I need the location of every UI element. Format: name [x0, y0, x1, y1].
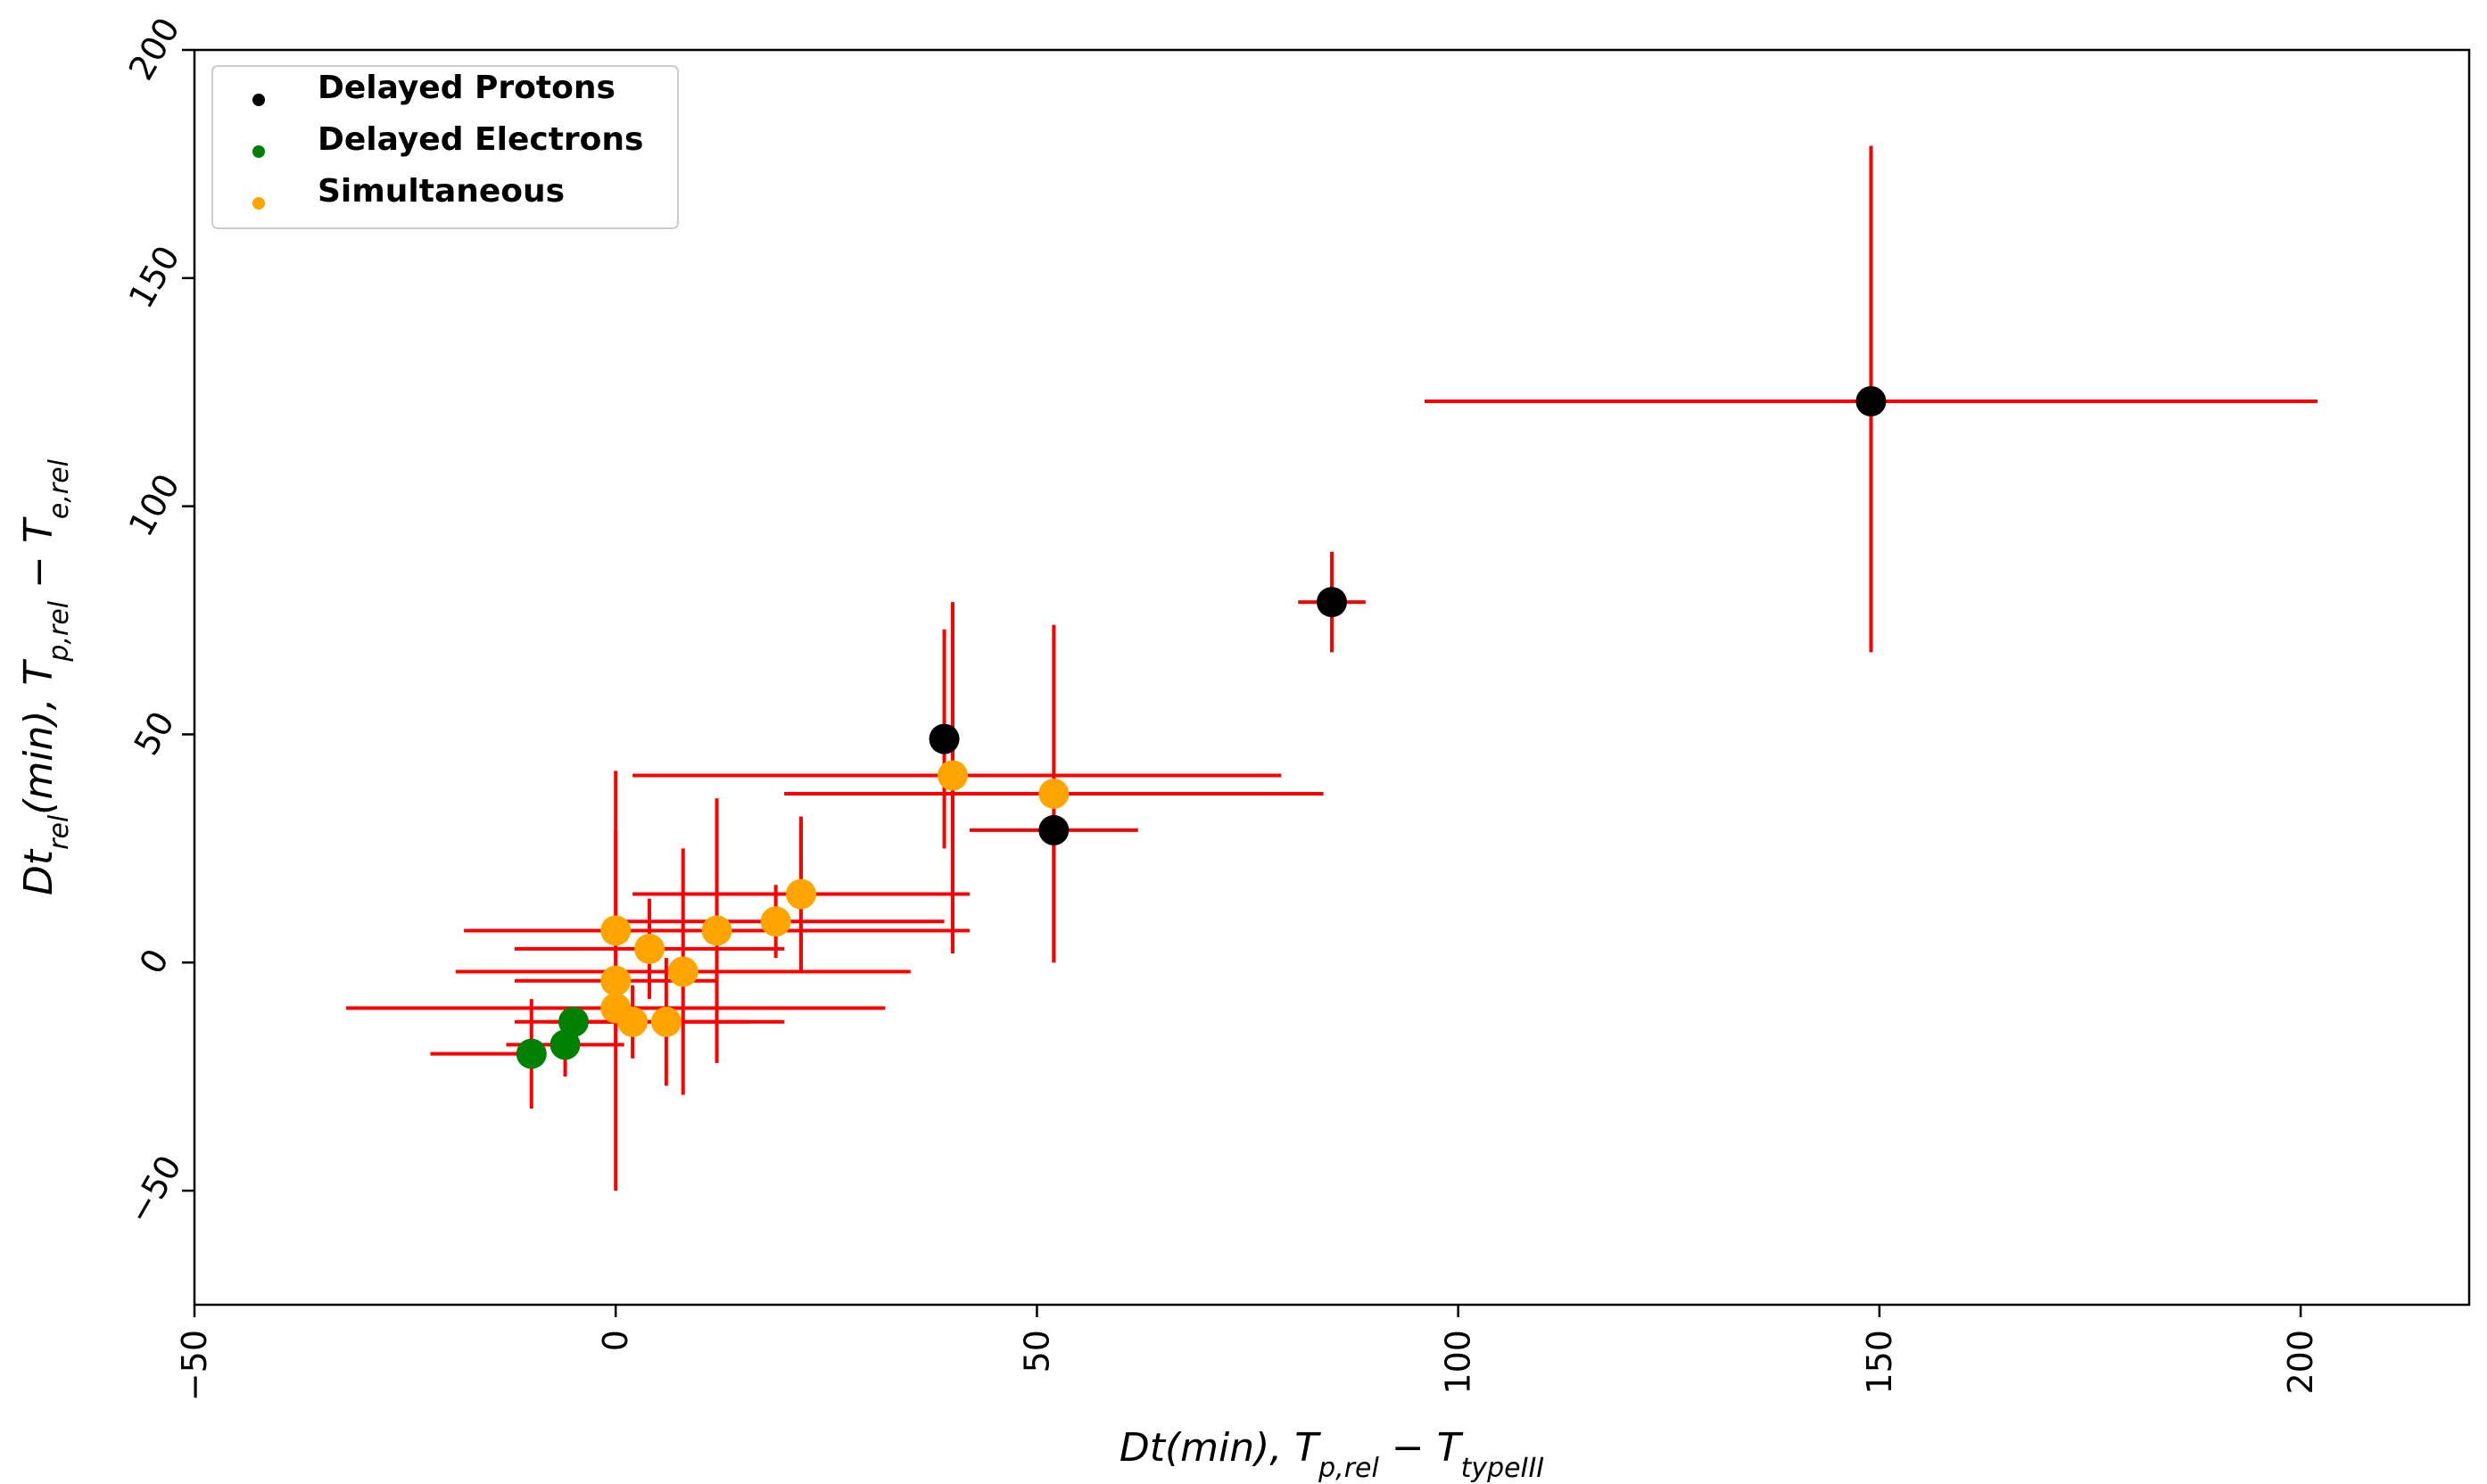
- x-tick-label: 200: [2281, 1330, 2320, 1395]
- data-point: [1038, 778, 1070, 809]
- data-point: [617, 1006, 649, 1037]
- data-point: [516, 1038, 547, 1069]
- x-tick-label: 50: [1017, 1330, 1056, 1373]
- legend-marker: [252, 197, 265, 210]
- x-tick-label: −50: [175, 1330, 214, 1401]
- legend-entry: Simultaneous: [318, 173, 565, 210]
- data-point: [938, 760, 968, 791]
- data-point: [929, 723, 960, 754]
- data-point: [600, 965, 632, 996]
- y-axis-label: Dtrel(min), Tp,rel − Te,rel: [16, 458, 75, 895]
- x-axis-ticks: −50 0 50 100 150 200: [175, 1305, 2320, 1401]
- data-point: [1317, 587, 1347, 618]
- data-point: [667, 956, 698, 987]
- x-tick-label: 100: [1439, 1330, 1478, 1395]
- data-point: [760, 906, 791, 937]
- data-point: [786, 878, 816, 910]
- legend-marker: [252, 145, 265, 158]
- data-point: [634, 933, 665, 964]
- legend-entry: Delayed Electrons: [318, 121, 643, 158]
- x-tick-label: 150: [1860, 1330, 1899, 1395]
- data-points: [516, 385, 1887, 1069]
- x-tick-label: 0: [596, 1330, 635, 1351]
- legend: Delayed Protons Delayed Electrons Simultan…: [211, 65, 679, 229]
- legend-marker: [252, 94, 265, 106]
- plot-frame: [193, 48, 2471, 1307]
- data-point: [650, 1006, 682, 1037]
- data-point: [600, 915, 632, 946]
- legend-frame: [211, 65, 679, 229]
- data-point: [701, 915, 732, 946]
- x-axis-label: Dt(min), Tp,rel − TtypeIII: [1120, 1425, 1544, 1484]
- data-point: [1038, 814, 1070, 845]
- data-point: [558, 1006, 589, 1037]
- data-point: [549, 1029, 581, 1060]
- legend-entry: Delayed Protons: [318, 70, 616, 106]
- data-point: [1855, 385, 1887, 416]
